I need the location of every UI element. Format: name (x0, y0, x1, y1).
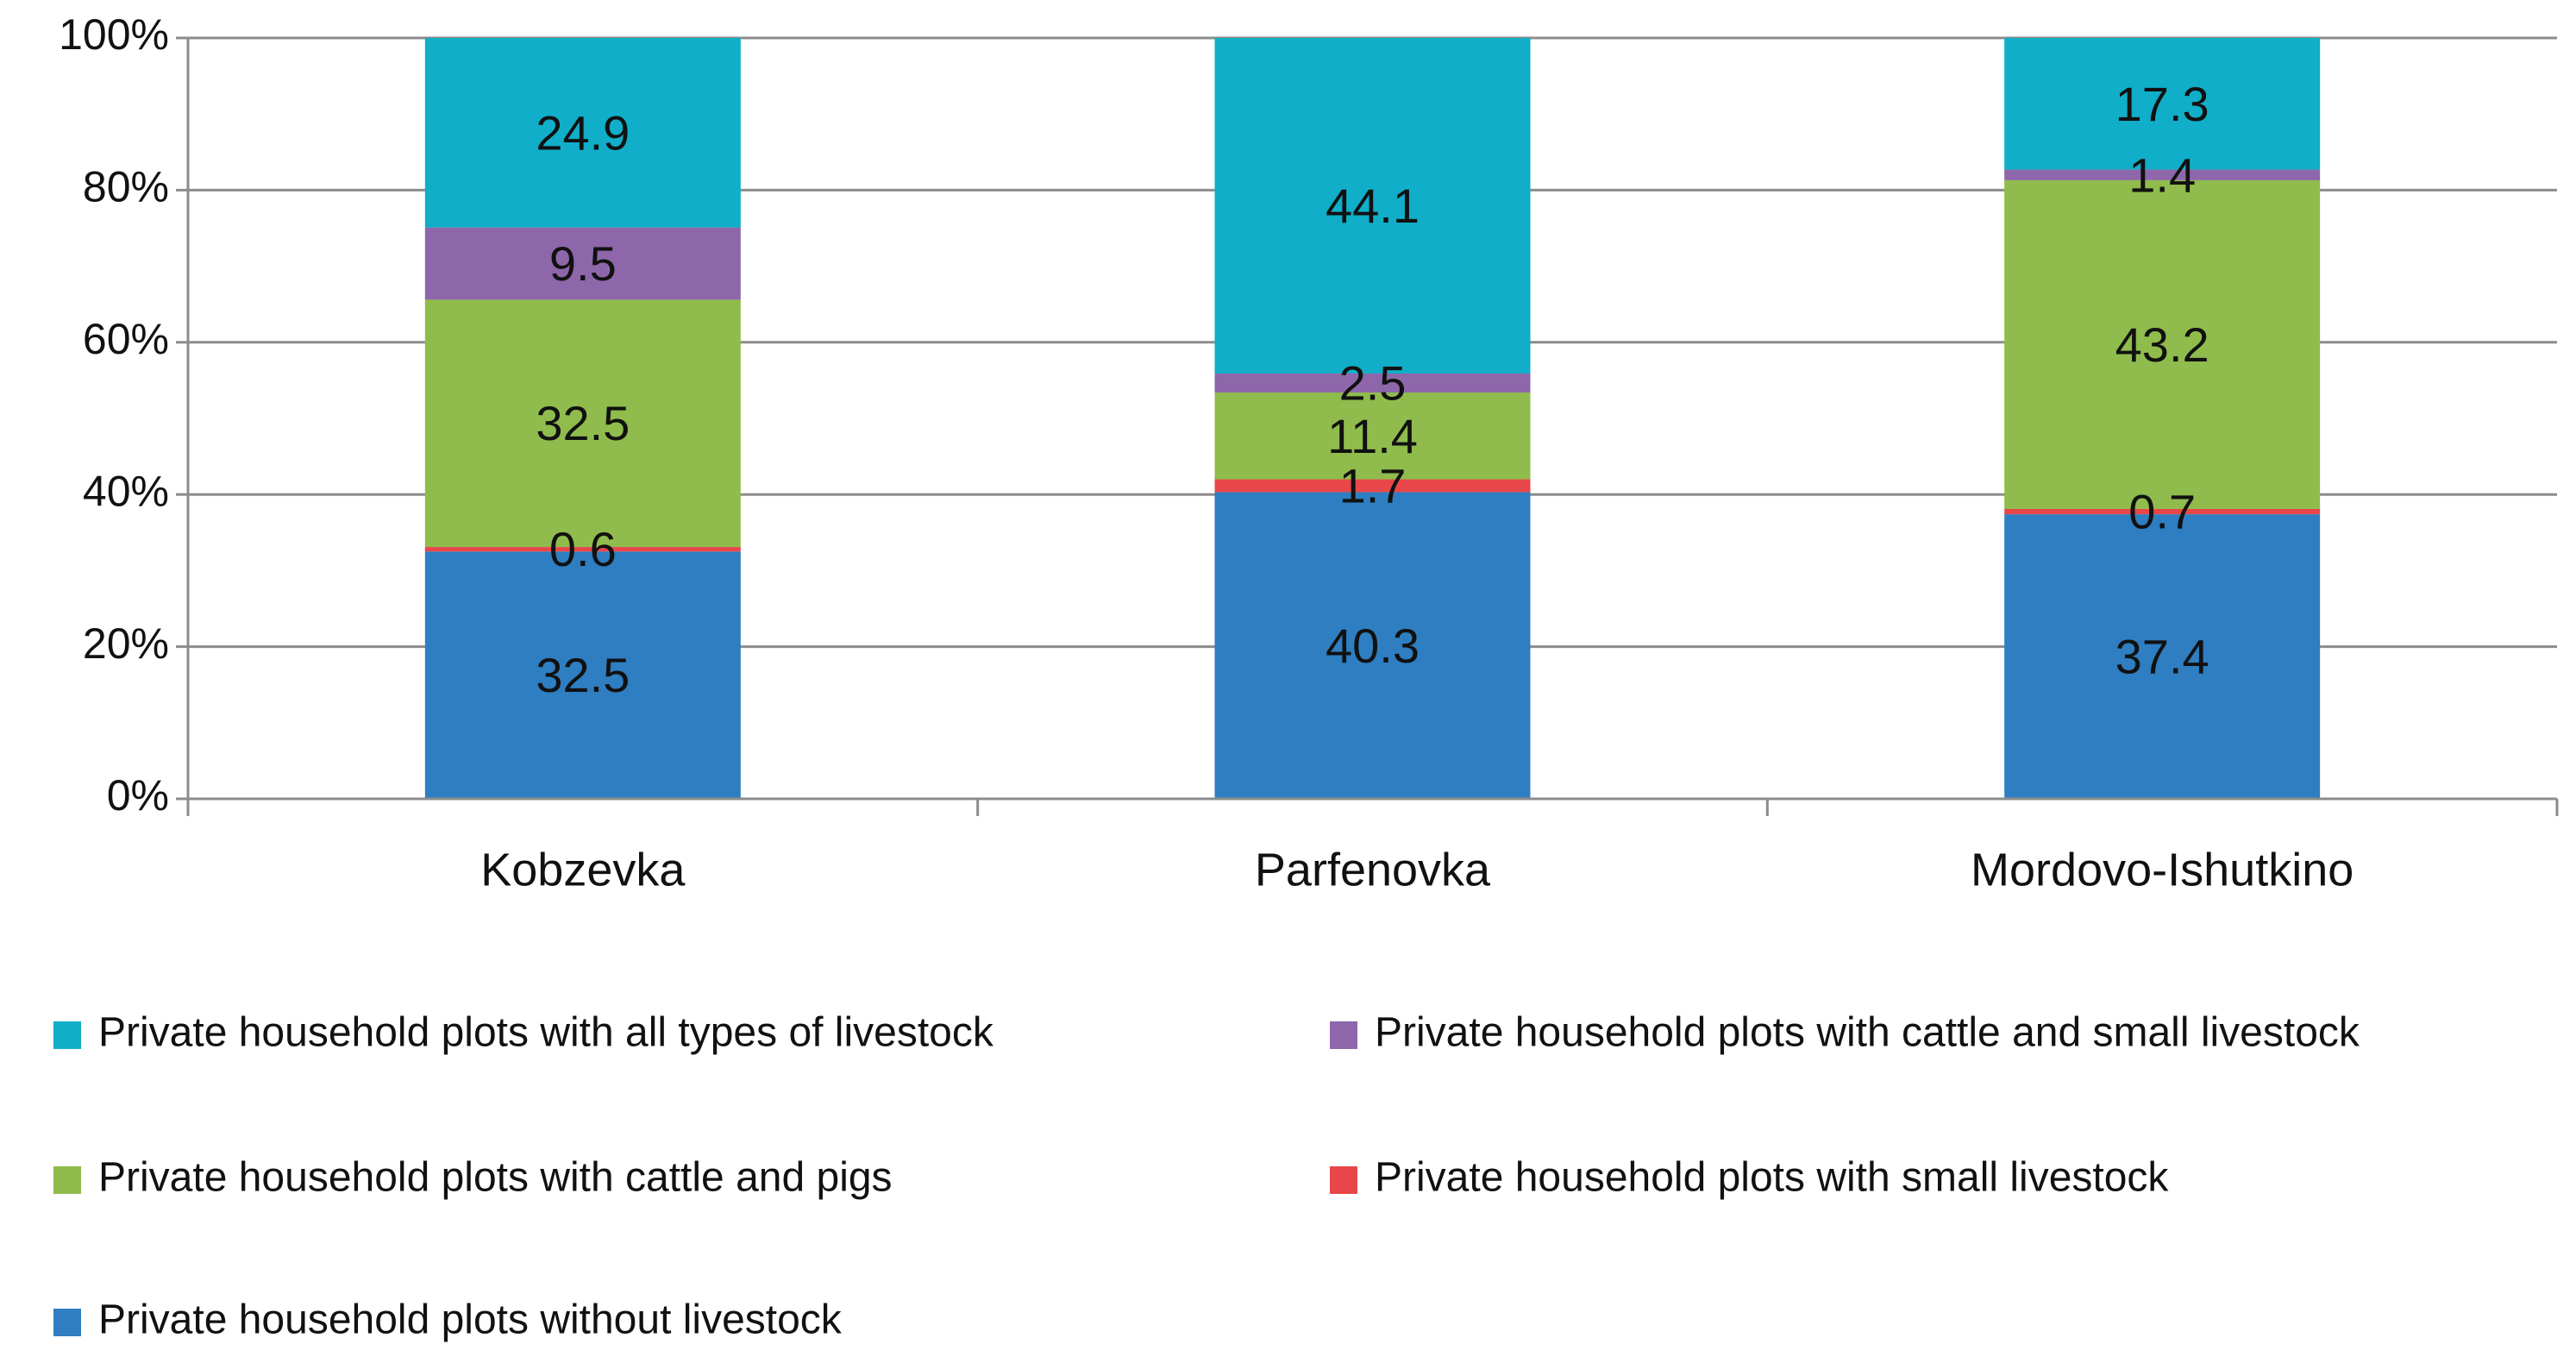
data-label: 32.5 (536, 648, 630, 702)
x-category-label: Kobzevka (480, 844, 686, 895)
y-tick-label: 40% (83, 467, 169, 515)
data-label: 1.4 (2128, 148, 2196, 202)
bar-segment-parfenovka-4 (1214, 373, 1531, 393)
data-label: 11.4 (1327, 409, 1418, 463)
y-tick-label: 20% (83, 619, 169, 668)
bar-segment-parfenovka-5 (1214, 38, 1531, 374)
legend-label: Private household plots without livestoc… (98, 1297, 843, 1343)
x-category-label: Mordovo-Ishutkino (1971, 844, 2353, 895)
data-label: 9.5 (549, 236, 617, 291)
data-label: 44.1 (1326, 179, 1420, 233)
legend-swatch (53, 1021, 81, 1049)
axes: 0% 20% 40% 60% 80% 100% Kobzevka Parfenovka Mord… (59, 10, 2559, 895)
bar-segment-kobzevka-4 (424, 227, 741, 300)
legend: Private household plots with all types o… (53, 1010, 2360, 1343)
data-label: 0.6 (549, 522, 617, 576)
data-label: 24.9 (536, 105, 630, 160)
data-label: 43.2 (2115, 317, 2209, 372)
bar-segment-mordovo-ishutkino-1 (2004, 514, 2321, 799)
data-label: 32.5 (536, 396, 630, 450)
bar-segment-kobzevka-2 (424, 547, 741, 552)
data-label: 37.4 (2115, 630, 2209, 684)
bar-segment-parfenovka-1 (1214, 492, 1531, 799)
data-label: 40.3 (1326, 619, 1420, 673)
legend-label: Private household plots with cattle and … (98, 1155, 893, 1201)
bar-segment-mordovo-ishutkino-5 (2004, 38, 2321, 170)
bar-stacks (424, 38, 2321, 799)
bar-segment-kobzevka-3 (424, 299, 741, 548)
bar-segment-mordovo-ishutkino-4 (2004, 169, 2321, 180)
bar-segment-parfenovka-2 (1214, 479, 1531, 493)
bar-segment-mordovo-ishutkino-3 (2004, 179, 2321, 509)
y-tick-label: 60% (83, 315, 169, 363)
data-label: 2.5 (1339, 355, 1407, 410)
data-labels: 32.5 0.6 32.5 9.5 24.9 40.3 1.711.42.5 44.1 37.4… (536, 77, 2209, 702)
data-label: 17.3 (2115, 77, 2209, 131)
legend-label: Private household plots with all types o… (98, 1010, 994, 1056)
bar-segment-kobzevka-1 (424, 551, 741, 799)
y-tick-label: 100% (59, 10, 169, 59)
y-tick-label: 80% (83, 163, 169, 211)
legend-swatch (1330, 1166, 1357, 1194)
x-category-label: Parfenovka (1255, 844, 1491, 895)
bar-segment-parfenovka-3 (1214, 393, 1531, 480)
legend-swatch (53, 1166, 81, 1194)
legend-swatch (53, 1309, 81, 1336)
legend-label: Private household plots with small lives… (1375, 1155, 2169, 1201)
data-label: 1.7 (1339, 459, 1407, 513)
legend-swatch (1330, 1021, 1357, 1049)
bar-segment-kobzevka-5 (424, 38, 741, 228)
y-tick-label: 0% (107, 771, 169, 820)
data-label: 0.7 (2128, 485, 2196, 539)
bar-segment-mordovo-ishutkino-2 (2004, 508, 2321, 515)
legend-label: Private household plots with cattle and … (1375, 1010, 2360, 1056)
